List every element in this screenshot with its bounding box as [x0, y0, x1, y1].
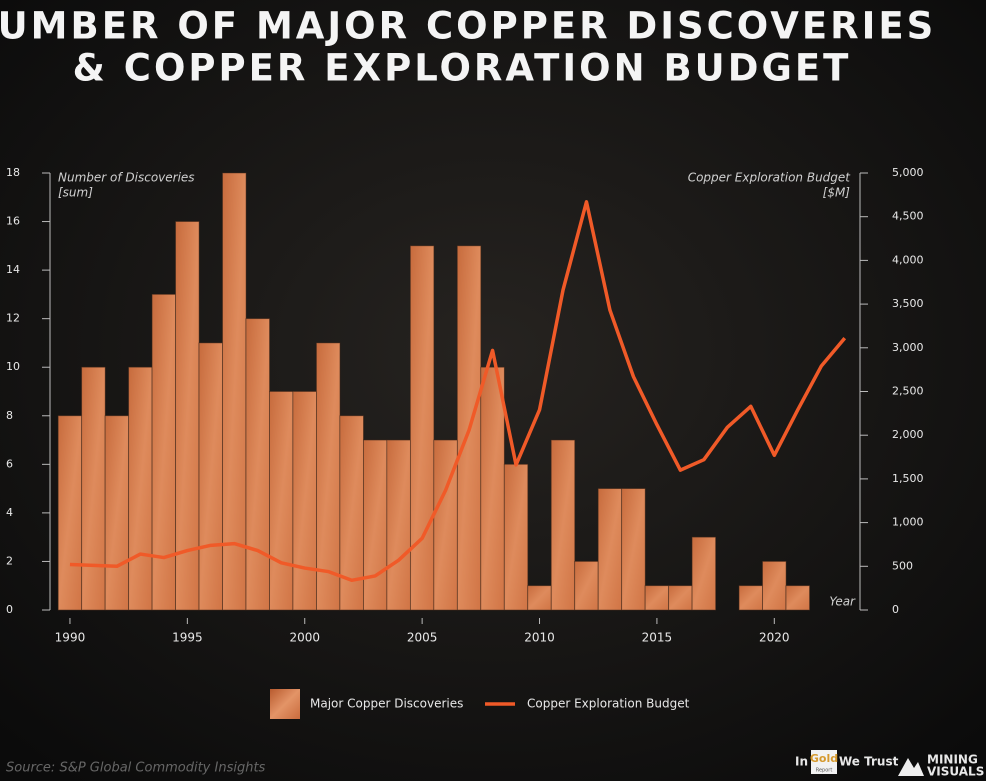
y2-tick-label: 4,000: [892, 253, 924, 266]
y-tick-label: 2: [6, 554, 13, 567]
bar-tint: [527, 585, 552, 610]
bar-tint: [410, 245, 434, 611]
logo-text: VISUALS: [927, 765, 984, 779]
bar-tint: [786, 585, 810, 610]
y-tick-label: 18: [6, 166, 20, 179]
bar-tint: [128, 367, 153, 610]
y-axis-title: Number of Discoveries: [58, 171, 195, 185]
bar-tint: [574, 561, 599, 610]
y2-axis-title: Copper Exploration Budget: [688, 171, 852, 185]
logo-icon: [898, 758, 924, 776]
bar: [550, 439, 576, 611]
y-tick-label: 10: [6, 360, 20, 373]
y-tick-label: 8: [6, 409, 13, 422]
line: [69, 200, 847, 583]
logo-gold: In Gold Report We Trust: [795, 750, 899, 774]
chart-title: & COPPER EXPLORATION BUDGET: [73, 47, 852, 90]
bar-tint: [762, 561, 787, 610]
x-tick-label: 1990: [55, 631, 86, 645]
logo-text: Gold: [810, 752, 838, 765]
y2-tick-label: 5,000: [892, 166, 924, 179]
bar-tint: [598, 488, 622, 610]
x-axis-title: Year: [829, 595, 856, 609]
y2-tick-label: 3,500: [892, 297, 924, 310]
bar-tint: [668, 585, 693, 610]
bar-tint: [433, 440, 458, 610]
bar-tint: [152, 294, 176, 610]
bar-tint: [316, 342, 340, 610]
bar-tint: [58, 415, 82, 610]
legend-label: Major Copper Discoveries: [310, 697, 463, 711]
x-tick-label: 2020: [759, 631, 790, 645]
y-tick-label: 12: [6, 312, 20, 325]
logo-text: In: [795, 755, 808, 769]
bar-tint: [480, 367, 505, 610]
logo-text: Report: [816, 768, 833, 774]
y-tick-label: 16: [6, 215, 20, 228]
y2-tick-label: 0: [892, 603, 899, 616]
x-tick-label: 1995: [172, 631, 203, 645]
bar-tint: [621, 488, 646, 610]
y2-tick-label: 1,500: [892, 472, 924, 485]
bar-tint: [645, 585, 669, 610]
bar-tint: [739, 585, 763, 610]
source: Source: S&P Global Commodity Insights: [6, 761, 266, 776]
bar: [409, 245, 435, 611]
logo-mining-visuals: MINING VISUALS: [898, 753, 984, 779]
bar-tint: [363, 440, 387, 610]
bar-tint: [81, 367, 106, 610]
bar-tint: [175, 221, 200, 611]
y2-tick-label: 2,500: [892, 385, 924, 398]
y2-tick-label: 500: [892, 559, 913, 572]
logo-text: MINING: [927, 753, 978, 767]
bar-tint: [386, 440, 411, 610]
bar-tint: [692, 537, 716, 610]
x-tick-label: 2000: [289, 631, 320, 645]
bar: [785, 585, 810, 611]
x-tick-label: 2015: [642, 631, 673, 645]
bar-tint: [293, 391, 317, 610]
legend-swatch: [270, 689, 300, 719]
y2-axis-unit: [$M]: [823, 186, 851, 200]
y-tick-label: 6: [6, 457, 13, 470]
y2-tick-label: 2,000: [892, 428, 924, 441]
bar-tint: [246, 318, 270, 610]
x-tick-label: 2010: [524, 631, 555, 645]
logo-text: We Trust: [839, 755, 899, 769]
x-tick-label: 2005: [407, 631, 438, 645]
y2-tick-label: 1,000: [892, 516, 924, 529]
bar-tint: [504, 464, 528, 610]
y2-tick-label: 3,000: [892, 341, 924, 354]
bar-tint: [551, 440, 575, 610]
y-tick-label: 14: [6, 263, 20, 276]
legend-label: Copper Exploration Budget: [527, 697, 690, 711]
y2-tick-label: 4,500: [892, 210, 924, 223]
y-tick-label: 0: [6, 603, 13, 616]
y-tick-label: 4: [6, 506, 13, 519]
bar-tint: [199, 342, 223, 610]
bar: [691, 536, 717, 611]
bar-tint: [339, 415, 364, 610]
bar: [621, 488, 646, 611]
bar-tint: [269, 391, 293, 610]
y-axis-unit: [sum]: [58, 186, 93, 200]
bar-tint: [222, 173, 247, 610]
chart-title: NUMBER OF MAJOR COPPER DISCOVERIES: [0, 5, 936, 48]
logo-box: [811, 750, 837, 774]
bar-tint: [105, 415, 129, 610]
